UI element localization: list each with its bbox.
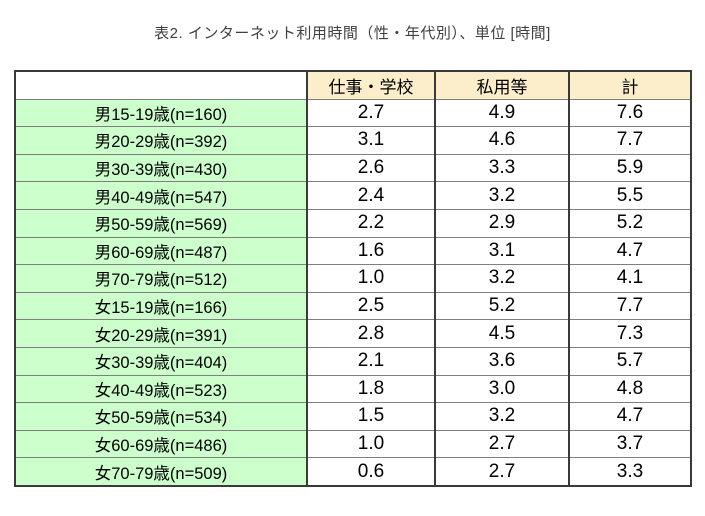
value-total: 7.6 (568, 98, 692, 128)
column-header-work-school: 仕事・学校 (306, 70, 436, 100)
row-label: 女20-29歳(n=391) (14, 319, 308, 348)
value-work-school: 1.6 (306, 236, 436, 266)
row-label: 女15-19歳(n=166) (14, 291, 308, 321)
value-work-school: 2.4 (306, 181, 436, 210)
corner-cell (14, 70, 308, 100)
value-private: 3.3 (434, 153, 570, 183)
table-row: 女30-39歳(n=404) 2.1 3.6 5.7 (14, 346, 692, 376)
value-private: 4.9 (434, 98, 570, 128)
value-private: 2.9 (434, 208, 570, 238)
value-work-school: 2.6 (306, 153, 436, 183)
value-private: 3.0 (434, 374, 570, 404)
value-total: 3.7 (568, 429, 692, 459)
value-work-school: 1.0 (306, 264, 436, 293)
value-work-school: 1.5 (306, 402, 436, 431)
value-total: 3.3 (568, 457, 692, 487)
value-work-school: 2.2 (306, 208, 436, 238)
table-row: 女50-59歳(n=534) 1.5 3.2 4.7 (14, 402, 692, 431)
value-private: 3.6 (434, 346, 570, 376)
value-work-school: 2.1 (306, 346, 436, 376)
table-row: 女20-29歳(n=391) 2.8 4.5 7.3 (14, 319, 692, 348)
row-label: 男50-59歳(n=569) (14, 208, 308, 238)
row-label: 女40-49歳(n=523) (14, 374, 308, 404)
table-row: 男60-69歳(n=487) 1.6 3.1 4.7 (14, 236, 692, 266)
value-total: 7.3 (568, 319, 692, 348)
table-row: 女60-69歳(n=486) 1.0 2.7 3.7 (14, 429, 692, 459)
value-work-school: 2.7 (306, 98, 436, 128)
table-row: 女70-79歳(n=509) 0.6 2.7 3.3 (14, 457, 692, 487)
column-header-total: 計 (568, 70, 692, 100)
value-work-school: 2.5 (306, 291, 436, 321)
value-private: 2.7 (434, 429, 570, 459)
value-work-school: 1.0 (306, 429, 436, 459)
row-label: 男20-29歳(n=392) (14, 126, 308, 155)
value-total: 5.9 (568, 153, 692, 183)
table-title: 表2. インターネット利用時間（性・年代別）、単位 [時間] (154, 25, 551, 42)
value-total: 7.7 (568, 291, 692, 321)
value-total: 7.7 (568, 126, 692, 155)
table-row: 女40-49歳(n=523) 1.8 3.0 4.8 (14, 374, 692, 404)
value-work-school: 1.8 (306, 374, 436, 404)
row-label: 男30-39歳(n=430) (14, 153, 308, 183)
header-row: 仕事・学校 私用等 計 (14, 70, 692, 100)
value-total: 4.7 (568, 402, 692, 431)
table-row: 男30-39歳(n=430) 2.6 3.3 5.9 (14, 153, 692, 183)
value-private: 3.1 (434, 236, 570, 266)
value-total: 4.7 (568, 236, 692, 266)
row-label: 女30-39歳(n=404) (14, 346, 308, 376)
data-table: 仕事・学校 私用等 計 男15-19歳(n=160) 2.7 4.9 7.6 男… (14, 70, 692, 487)
value-total: 5.2 (568, 208, 692, 238)
table-row: 男40-49歳(n=547) 2.4 3.2 5.5 (14, 181, 692, 210)
value-total: 5.5 (568, 181, 692, 210)
value-private: 4.6 (434, 126, 570, 155)
row-label: 女60-69歳(n=486) (14, 429, 308, 459)
row-label: 男70-79歳(n=512) (14, 264, 308, 293)
value-work-school: 0.6 (306, 457, 436, 487)
table-row: 男15-19歳(n=160) 2.7 4.9 7.6 (14, 98, 692, 128)
value-private: 2.7 (434, 457, 570, 487)
value-private: 5.2 (434, 291, 570, 321)
table-row: 女15-19歳(n=166) 2.5 5.2 7.7 (14, 291, 692, 321)
value-work-school: 2.8 (306, 319, 436, 348)
row-label: 男60-69歳(n=487) (14, 236, 308, 266)
table-row: 男50-59歳(n=569) 2.2 2.9 5.2 (14, 208, 692, 238)
value-private: 3.2 (434, 181, 570, 210)
row-label: 男15-19歳(n=160) (14, 98, 308, 128)
table-row: 男70-79歳(n=512) 1.0 3.2 4.1 (14, 264, 692, 293)
value-total: 4.1 (568, 264, 692, 293)
table-row: 男20-29歳(n=392) 3.1 4.6 7.7 (14, 126, 692, 155)
value-work-school: 3.1 (306, 126, 436, 155)
row-label: 男40-49歳(n=547) (14, 181, 308, 210)
value-private: 3.2 (434, 402, 570, 431)
row-label: 女70-79歳(n=509) (14, 457, 308, 487)
value-total: 5.7 (568, 346, 692, 376)
row-label: 女50-59歳(n=534) (14, 402, 308, 431)
value-total: 4.8 (568, 374, 692, 404)
column-header-private: 私用等 (434, 70, 570, 100)
value-private: 3.2 (434, 264, 570, 293)
value-private: 4.5 (434, 319, 570, 348)
